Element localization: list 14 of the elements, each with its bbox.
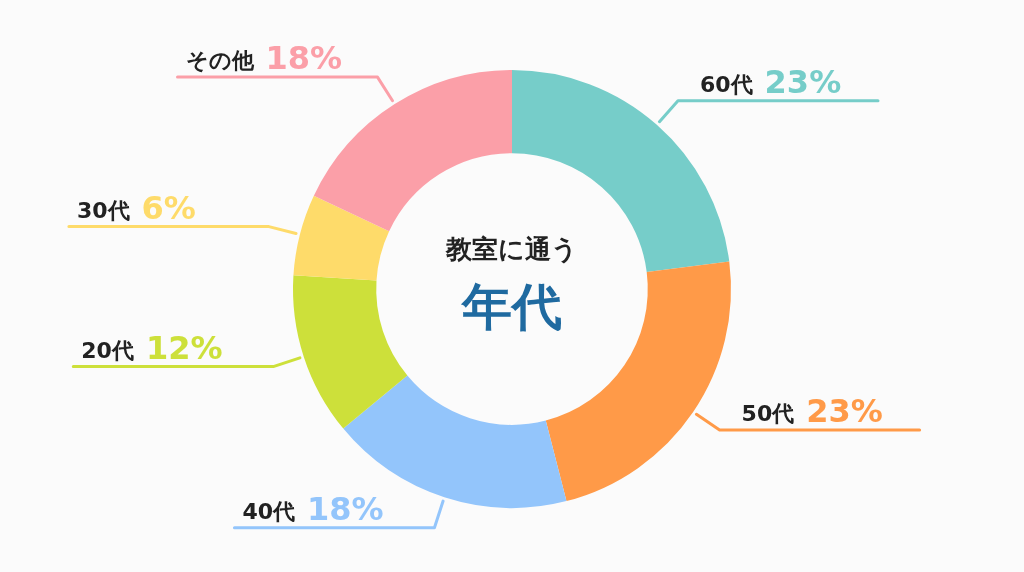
slice-label: 40代	[242, 498, 296, 524]
slice-label: その他	[185, 48, 255, 74]
data-label: 12%	[145, 328, 223, 367]
slice-label: 50代	[741, 401, 795, 427]
data-label: 6%	[141, 188, 196, 227]
slice-label: 30代	[76, 197, 130, 223]
slice-label: 20代	[81, 337, 134, 363]
data-label: 23%	[806, 392, 883, 431]
text: 年代	[460, 277, 562, 336]
data-label: 18%	[265, 39, 343, 78]
data-label: 23%	[764, 62, 842, 101]
text: 教室に通う	[445, 233, 578, 264]
data-label: 18%	[307, 489, 384, 528]
slice-label: 60代	[699, 71, 753, 97]
